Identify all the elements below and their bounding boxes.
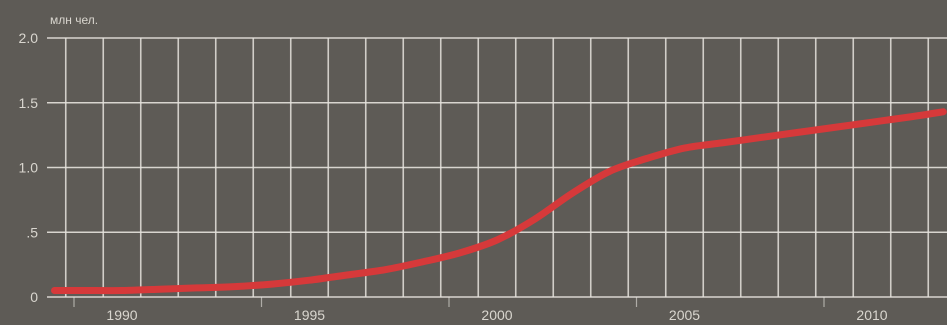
- y-axis-unit-label: млн чел.: [50, 13, 98, 27]
- y-tick-label: 2.0: [19, 30, 39, 46]
- y-tick-label: 1.0: [19, 160, 39, 176]
- x-tick-label: 2000: [481, 307, 512, 323]
- series-line: [51, 108, 947, 295]
- x-tick-label: 1990: [106, 307, 137, 323]
- axis-labels: млн чел. 0 .5 1.0 1.5 2.0 1990 1995 2000 2005 201…: [19, 13, 888, 323]
- y-tick-label: 1.5: [19, 95, 39, 111]
- x-tick-label: 2005: [669, 307, 700, 323]
- x-tick-label: 2010: [856, 307, 887, 323]
- series-layer: [51, 108, 947, 295]
- grid: [47, 37, 947, 307]
- x-tick-label: 1995: [294, 307, 325, 323]
- y-tick-label: .5: [26, 224, 38, 240]
- y-tick-label: 0: [30, 289, 38, 305]
